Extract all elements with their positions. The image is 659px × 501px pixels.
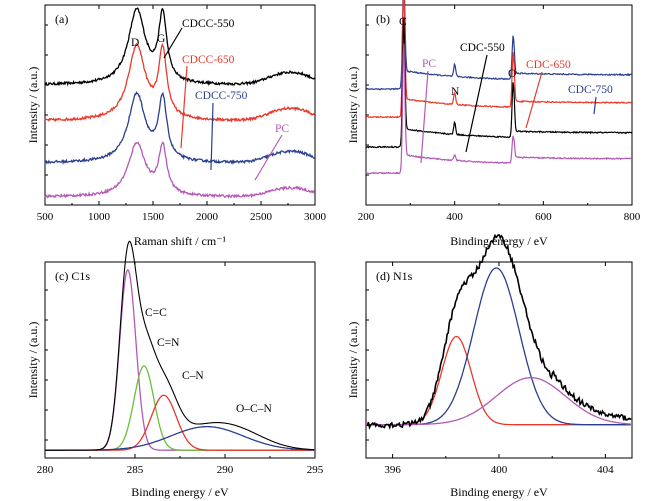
panel-a: (a) Raman shift / cm⁻¹ Intensity / (a.u.… xyxy=(26,4,327,248)
legend-a-pc: PC xyxy=(275,123,289,135)
component-graphitic N xyxy=(366,376,631,426)
panel-b: (b) Binding energy / eV Intensity / (a.u… xyxy=(346,0,641,248)
panel-d-label: (d) N1s xyxy=(376,269,413,283)
x-tick-label: 404 xyxy=(597,464,614,476)
x-tick-label: 400 xyxy=(491,464,508,476)
legend-a-cdcc750: CDCC-750 xyxy=(195,90,248,102)
panel-b-ylabel: Intensity / (a.u.) xyxy=(346,67,360,144)
panel-d-curves xyxy=(366,233,632,430)
peak-label-C: C xyxy=(399,16,407,28)
panel-a-ticks: 500 1000 1500 2000 2500 3000 xyxy=(37,5,327,223)
x-tick-label: 200 xyxy=(358,211,375,223)
panel-c-frame xyxy=(44,261,316,459)
x-tick-label: 2500 xyxy=(250,211,273,223)
x-tick-label: 600 xyxy=(535,211,552,223)
arrow-b-cdc550 xyxy=(465,54,488,153)
panel-d-ticks: 396 400 404 xyxy=(366,262,614,476)
x-tick-label: 295 xyxy=(307,464,324,476)
panel-a-frame xyxy=(44,4,316,206)
panel-c-ticks: 280 285 290 295 xyxy=(37,262,324,476)
x-tick-label: 800 xyxy=(624,211,641,223)
peak-label-D: D xyxy=(131,37,139,49)
arrow-a-cdcc650 xyxy=(180,65,188,149)
x-tick-label: 280 xyxy=(37,464,54,476)
series-line-CDC-550 xyxy=(365,17,633,149)
legend-b-cdc750: CDC-750 xyxy=(568,84,613,96)
peak-label-O: O xyxy=(508,68,516,80)
arrow-a-cdcc550 xyxy=(163,27,183,59)
panel-c-ylabel: Intensity / (a.u.) xyxy=(26,322,40,399)
series-line-PC xyxy=(365,43,633,175)
panel-a-ylabel: Intensity / (a.u.) xyxy=(26,67,40,144)
x-tick-label: 396 xyxy=(384,464,401,476)
envelope-curve xyxy=(45,240,315,451)
legend-a-cdcc550: CDCC-550 xyxy=(182,18,235,30)
x-tick-label: 2000 xyxy=(196,211,219,223)
arrow-b-cdc750 xyxy=(593,96,597,115)
panel-d-frame xyxy=(365,261,633,459)
series-line-CDC-650 xyxy=(365,0,633,119)
peak-label-N: N xyxy=(451,86,460,98)
panel-c-curves xyxy=(45,240,315,451)
annotation-c-cn-double: C=N xyxy=(157,337,180,349)
panel-a-label: (a) xyxy=(55,12,68,26)
component-C=C xyxy=(45,268,315,451)
panel-d-ylabel: Intensity / (a.u.) xyxy=(346,322,360,399)
x-tick-label: 3000 xyxy=(304,211,327,223)
legend-b-cdc650: CDC-650 xyxy=(526,59,571,71)
component-pyridinic N xyxy=(366,335,631,426)
panel-b-label: (b) xyxy=(376,12,390,26)
panel-b-curves xyxy=(365,0,633,175)
panel-a-curves xyxy=(44,7,316,199)
panel-b-xlabel: Binding energy / eV xyxy=(450,234,548,248)
panel-d: (d) N1s Binding energy / eV Intensity / … xyxy=(346,233,633,499)
arrow-b-pc xyxy=(420,70,429,164)
component-pyrrolic N xyxy=(366,267,631,426)
series-line-CDC-750 xyxy=(365,0,633,91)
panel-c: (c) C1s Binding energy / eV Intensity / … xyxy=(26,240,324,499)
series-line-CDCC-550 xyxy=(44,7,316,87)
annotation-c-cc: C=C xyxy=(145,307,167,319)
panel-b-ticks: 200 400 600 800 xyxy=(358,5,641,223)
panel-a-xlabel: Raman shift / cm⁻¹ xyxy=(134,234,227,248)
panel-c-label: (c) C1s xyxy=(55,269,90,283)
legend-a-cdcc650: CDCC-650 xyxy=(182,54,235,66)
annotation-c-ocn: O–C–N xyxy=(236,403,272,415)
component-O–C–N xyxy=(45,425,315,451)
series-line-CDCC-650 xyxy=(44,42,315,123)
x-tick-label: 400 xyxy=(446,211,463,223)
x-tick-label: 1000 xyxy=(88,211,111,223)
panel-d-xlabel: Binding energy / eV xyxy=(450,485,548,499)
legend-b-cdc550: CDC-550 xyxy=(460,42,505,54)
peak-label-G: G xyxy=(157,33,165,45)
arrow-b-cdc650 xyxy=(525,71,543,129)
panel-c-xlabel: Binding energy / eV xyxy=(131,485,229,499)
x-tick-label: 1500 xyxy=(142,211,165,223)
experimental-curve xyxy=(366,233,632,430)
x-tick-label: 285 xyxy=(127,464,144,476)
series-line-PC xyxy=(44,141,316,199)
x-tick-label: 500 xyxy=(37,211,54,223)
annotation-c-cn-single: C–N xyxy=(182,370,204,382)
arrow-a-cdcc750 xyxy=(210,102,214,171)
legend-b-pc: PC xyxy=(422,58,436,70)
arrow-a-pc xyxy=(254,134,283,181)
x-tick-label: 290 xyxy=(217,464,234,476)
